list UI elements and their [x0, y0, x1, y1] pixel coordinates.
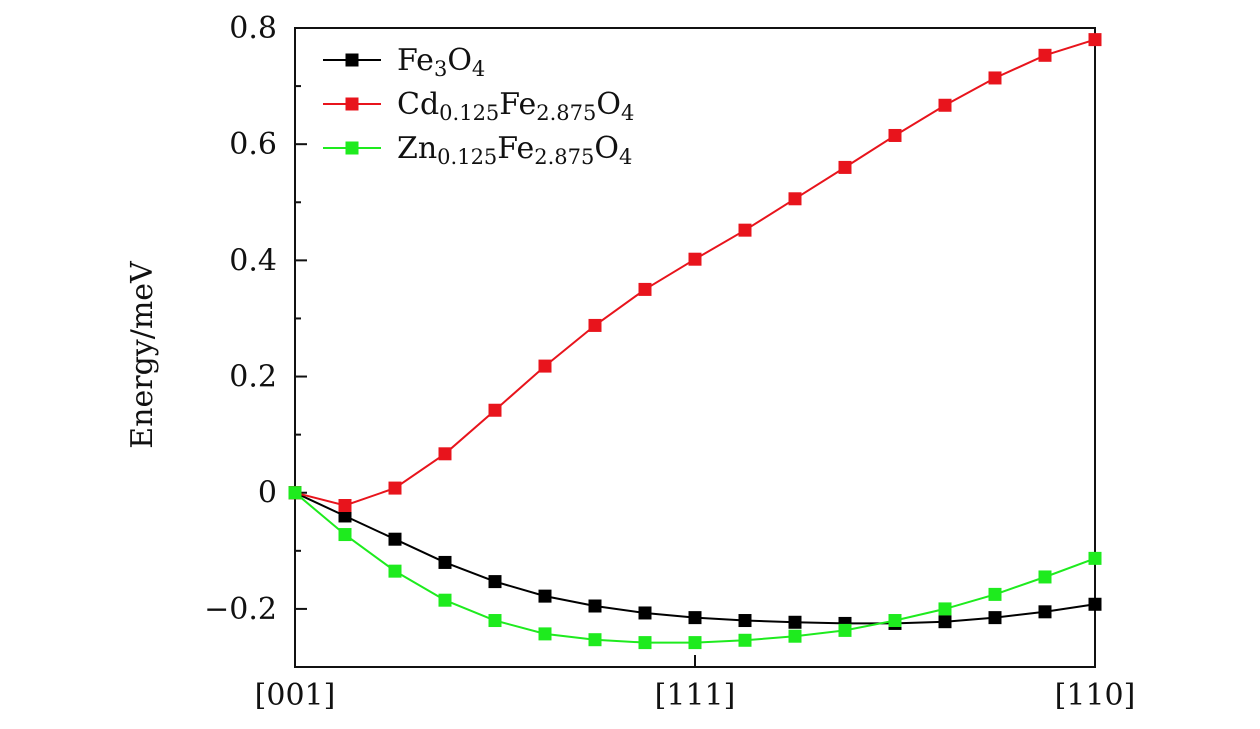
x-tick-label: [110]	[1055, 678, 1136, 713]
data-point	[388, 532, 402, 546]
data-point	[988, 587, 1002, 601]
series-layer	[288, 33, 1102, 650]
legend-label: Fe3O4	[397, 43, 485, 81]
legend-marker	[345, 97, 359, 111]
data-point	[888, 614, 902, 628]
y-axis-title: Energy/meV	[125, 260, 160, 449]
x-tick-label: [111]	[655, 678, 736, 713]
data-point	[738, 633, 752, 647]
legend-item-2: Zn0.125Fe2.875O4	[323, 131, 632, 169]
legend-item-1: Cd0.125Fe2.875O4	[323, 87, 634, 125]
data-point	[688, 636, 702, 650]
data-point	[1088, 33, 1102, 47]
y-tick-label: 0.4	[229, 243, 277, 278]
legend-item-0: Fe3O4	[323, 43, 485, 81]
plot-frame	[294, 27, 1096, 668]
data-point	[538, 359, 552, 373]
data-point	[788, 615, 802, 629]
data-point	[688, 611, 702, 625]
series-2	[288, 486, 1102, 650]
data-point	[488, 575, 502, 589]
data-point	[688, 252, 702, 266]
y-tick-label: 0.2	[229, 360, 277, 395]
data-point	[788, 629, 802, 643]
data-point	[588, 599, 602, 613]
data-point	[988, 71, 1002, 85]
data-point	[338, 499, 352, 513]
data-point	[1088, 597, 1102, 611]
data-point	[438, 447, 452, 461]
legend-marker	[345, 141, 359, 155]
data-point	[438, 555, 452, 569]
data-point	[938, 602, 952, 616]
data-point	[438, 593, 452, 607]
x-axis: [001] [111] [110]	[255, 655, 1136, 713]
data-point	[638, 636, 652, 650]
data-point	[338, 509, 352, 523]
data-point	[588, 318, 602, 332]
y-tick-label: 0.8	[229, 11, 277, 46]
data-point	[838, 160, 852, 174]
y-tick-label: −0.2	[204, 592, 277, 627]
y-tick-label: 0.6	[229, 127, 277, 162]
series-0	[288, 486, 1102, 630]
legend-marker	[345, 53, 359, 67]
data-point	[288, 486, 302, 500]
data-point	[838, 623, 852, 637]
data-point	[638, 606, 652, 620]
data-point	[638, 282, 652, 296]
data-point	[488, 403, 502, 417]
data-point	[388, 564, 402, 578]
data-point	[1038, 48, 1052, 62]
data-point	[738, 614, 752, 628]
y-axis: −0.2 0 0.2 0.4 0.6 0.8	[204, 11, 307, 627]
data-point	[388, 481, 402, 495]
data-point	[338, 528, 352, 542]
data-point	[938, 98, 952, 112]
x-tick-label: [001]	[255, 678, 336, 713]
y-tick-label: 0	[258, 476, 277, 511]
data-point	[538, 589, 552, 603]
data-point	[1038, 605, 1052, 619]
legend: Fe3O4 Cd0.125Fe2.875O4 Zn0.125Fe2.875O4	[323, 43, 634, 169]
data-point	[938, 615, 952, 629]
data-point	[738, 223, 752, 237]
data-point	[588, 633, 602, 647]
data-point	[488, 614, 502, 628]
legend-label: Zn0.125Fe2.875O4	[397, 131, 632, 169]
data-point	[1038, 570, 1052, 584]
series-line	[294, 491, 1096, 625]
data-point	[788, 192, 802, 206]
data-point	[1088, 551, 1102, 565]
data-point	[988, 611, 1002, 625]
data-point	[538, 627, 552, 641]
data-point	[888, 128, 902, 142]
legend-label: Cd0.125Fe2.875O4	[397, 87, 634, 125]
